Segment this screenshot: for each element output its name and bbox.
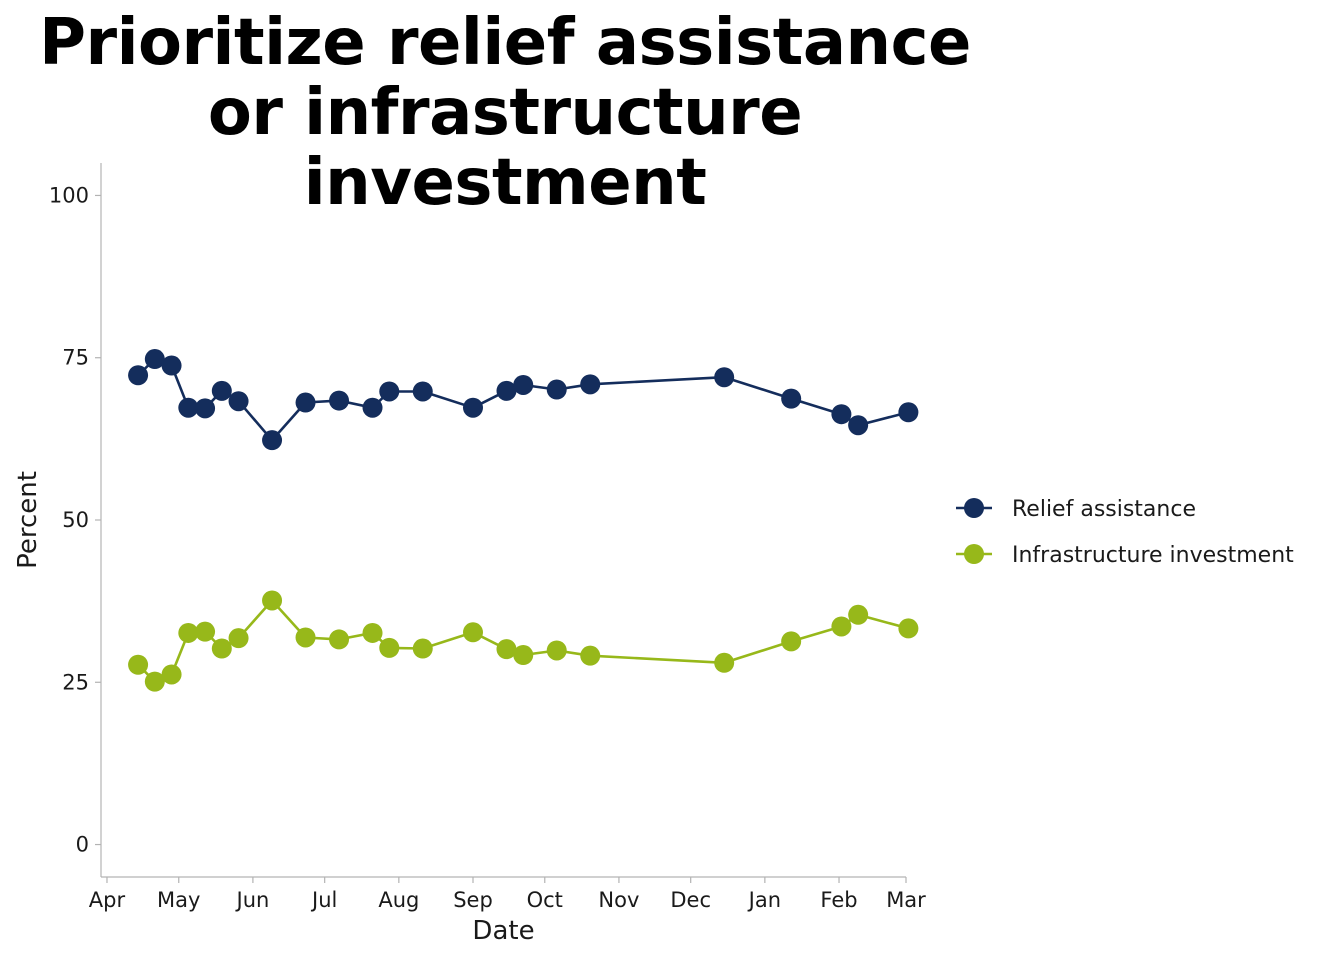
axes: 0 25 50 75 100 Apr May Jun Jul Aug Sep Oct Nov Dec Jan…	[13, 163, 926, 946]
legend-item-infrastructure-investment: Infrastructure investment	[956, 543, 1294, 568]
data-point-relief-assistance	[329, 390, 350, 411]
data-point-infrastructure-investment	[462, 622, 483, 643]
data-point-infrastructure-investment	[262, 590, 283, 611]
data-point-infrastructure-investment	[161, 664, 182, 685]
data-point-relief-assistance	[496, 380, 517, 401]
data-point-infrastructure-investment	[295, 627, 316, 648]
x-tick-label: Jan	[747, 888, 781, 912]
x-tick-label: Feb	[820, 888, 857, 912]
legend-label: Relief assistance	[1012, 497, 1196, 522]
data-point-relief-assistance	[228, 391, 249, 412]
data-point-infrastructure-investment	[831, 616, 852, 637]
data-point-infrastructure-investment	[580, 645, 601, 666]
data-point-relief-assistance	[362, 397, 383, 418]
chart-title-line-2: or infrastructure investment	[207, 76, 803, 220]
data-point-relief-assistance	[178, 397, 199, 418]
chart-title: Prioritize relief assistance or infrastr…	[0, 8, 1010, 218]
data-point-relief-assistance	[295, 392, 316, 413]
y-tick-label: 50	[62, 508, 89, 532]
legend-label: Infrastructure investment	[1012, 543, 1294, 568]
data-point-relief-assistance	[513, 374, 534, 395]
data-point-relief-assistance	[898, 402, 919, 423]
data-point-infrastructure-investment	[228, 628, 249, 649]
chart-title-line-1: Prioritize relief assistance	[39, 6, 971, 80]
data-point-infrastructure-investment	[898, 618, 919, 639]
x-tick-label: Oct	[527, 888, 563, 912]
x-tick-label: Jul	[310, 888, 337, 912]
x-tick-label: Sep	[453, 888, 493, 912]
data-point-infrastructure-investment	[714, 652, 735, 673]
data-point-infrastructure-investment	[513, 645, 534, 666]
data-point-infrastructure-investment	[329, 629, 350, 650]
data-point-relief-assistance	[831, 404, 852, 425]
data-point-relief-assistance	[580, 374, 601, 395]
data-point-infrastructure-investment	[211, 638, 232, 659]
data-point-relief-assistance	[262, 430, 283, 451]
data-point-relief-assistance	[128, 365, 149, 386]
data-point-infrastructure-investment	[128, 654, 149, 675]
data-point-infrastructure-investment	[412, 638, 433, 659]
x-tick-label: Apr	[89, 888, 126, 912]
y-tick-label: 0	[76, 833, 89, 857]
x-tick-label: Mar	[886, 888, 926, 912]
data-point-infrastructure-investment	[144, 671, 165, 692]
data-point-relief-assistance	[379, 381, 400, 402]
legend: Relief assistance Infrastructure investme…	[956, 497, 1294, 568]
x-tick-label: Dec	[670, 888, 711, 912]
x-tick-label: Nov	[598, 888, 639, 912]
y-axis-title: Percent	[13, 471, 43, 569]
data-point-infrastructure-investment	[496, 639, 517, 660]
legend-item-relief-assistance: Relief assistance	[956, 497, 1196, 522]
data-point-infrastructure-investment	[781, 631, 802, 652]
data-point-infrastructure-investment	[362, 622, 383, 643]
data-point-relief-assistance	[144, 349, 165, 370]
x-tick-label: Jun	[235, 888, 270, 912]
x-tick-label: Aug	[378, 888, 419, 912]
y-tick-label: 100	[49, 183, 89, 207]
y-tick-label: 75	[62, 346, 89, 370]
series-points	[128, 349, 919, 692]
x-tick-label: May	[157, 888, 200, 912]
data-point-relief-assistance	[714, 367, 735, 388]
x-axis-title: Date	[472, 916, 534, 946]
data-point-relief-assistance	[848, 415, 869, 436]
data-point-infrastructure-investment	[379, 637, 400, 658]
data-point-infrastructure-investment	[546, 640, 567, 661]
data-point-relief-assistance	[195, 398, 216, 419]
data-point-relief-assistance	[412, 381, 433, 402]
legend-swatch-point	[964, 544, 984, 564]
data-point-relief-assistance	[161, 355, 182, 376]
data-point-relief-assistance	[546, 379, 567, 400]
data-point-infrastructure-investment	[848, 604, 869, 625]
legend-swatch-point	[964, 498, 984, 518]
data-point-relief-assistance	[781, 388, 802, 409]
data-point-relief-assistance	[462, 397, 483, 418]
data-point-infrastructure-investment	[178, 622, 199, 643]
y-tick-label: 25	[62, 670, 89, 694]
data-point-infrastructure-investment	[195, 621, 216, 642]
data-point-relief-assistance	[211, 380, 232, 401]
